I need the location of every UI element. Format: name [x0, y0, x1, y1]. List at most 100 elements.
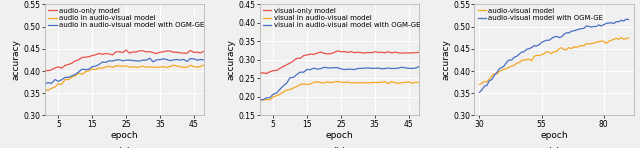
X-axis label: epoch: epoch	[540, 131, 568, 140]
audio in audio-visual model with OGM-GE	[163, 59, 170, 60]
audio in audio-visual model with OGM-GE	[119, 60, 127, 62]
audio in audio-visual model with OGM-GE	[149, 61, 157, 63]
audio-visual model	[476, 84, 483, 85]
visual in audio-visual model	[385, 83, 392, 84]
visual-only model	[276, 67, 284, 69]
visual in audio-visual model with OGM-GE	[307, 69, 314, 71]
visual in audio-visual model with OGM-GE	[371, 67, 379, 69]
visual in audio-visual model with OGM-GE	[300, 71, 307, 73]
audio-only model	[112, 51, 120, 53]
audio-only model	[136, 50, 143, 52]
visual in audio-visual model with OGM-GE	[361, 67, 369, 69]
visual in audio-visual model	[364, 82, 372, 83]
visual in audio-visual model	[378, 81, 385, 83]
audio in audio-visual model with OGM-GE	[196, 59, 204, 60]
visual in audio-visual model with OGM-GE	[296, 71, 304, 73]
visual in audio-visual model with OGM-GE	[348, 68, 355, 70]
audio in audio-visual model	[190, 66, 198, 67]
audio-visual model with OGM-GE	[622, 18, 630, 20]
audio in audio-visual model with OGM-GE	[186, 58, 194, 59]
visual in audio-visual model	[310, 82, 317, 83]
audio-visual model with OGM-GE	[625, 19, 632, 21]
visual in audio-visual model with OGM-GE	[320, 66, 328, 68]
audio-visual model	[555, 48, 563, 50]
audio in audio-visual model with OGM-GE	[180, 58, 188, 60]
visual in audio-visual model	[401, 82, 409, 83]
Legend: audio-visual model, audio-visual model with OGM-GE: audio-visual model, audio-visual model w…	[477, 7, 605, 22]
audio-visual model	[511, 65, 518, 66]
audio in audio-visual model with OGM-GE	[193, 59, 201, 61]
visual in audio-visual model with OGM-GE	[340, 69, 348, 70]
audio-visual model with OGM-GE	[528, 46, 536, 48]
visual in audio-visual model with OGM-GE	[391, 68, 399, 69]
visual-only model	[401, 52, 409, 54]
audio in audio-visual model with OGM-GE	[51, 79, 59, 80]
visual-only model	[283, 64, 291, 66]
audio in audio-visual model with OGM-GE	[99, 61, 106, 63]
visual in audio-visual model	[388, 81, 396, 83]
visual-only model	[374, 52, 382, 53]
audio in audio-visual model with OGM-GE	[54, 81, 62, 82]
audio in audio-visual model	[106, 65, 113, 67]
audio-visual model	[605, 40, 612, 42]
Text: (a): (a)	[118, 147, 131, 148]
audio-only model	[132, 51, 140, 53]
audio-only model	[156, 51, 164, 53]
audio in audio-visual model	[54, 83, 62, 85]
visual in audio-visual model	[404, 81, 412, 83]
Y-axis label: accuracy: accuracy	[12, 40, 21, 80]
visual-only model	[357, 52, 365, 54]
visual-only model	[337, 51, 345, 53]
visual in audio-visual model	[371, 82, 379, 83]
visual in audio-visual model	[408, 82, 416, 84]
audio in audio-visual model	[88, 68, 96, 70]
audio-only model	[166, 50, 174, 52]
audio in audio-visual model	[193, 66, 201, 68]
audio in audio-visual model with OGM-GE	[166, 60, 174, 62]
visual in audio-visual model	[330, 81, 338, 83]
audio-only model	[54, 66, 62, 68]
audio in audio-visual model with OGM-GE	[122, 59, 130, 61]
Text: (c): (c)	[548, 147, 561, 148]
visual-only model	[317, 51, 324, 53]
audio-only model	[95, 53, 103, 54]
visual-only model	[340, 50, 348, 52]
audio in audio-visual model	[163, 67, 170, 68]
visual in audio-visual model	[348, 82, 355, 84]
visual-only model	[408, 52, 416, 54]
visual-only model	[367, 52, 375, 54]
audio in audio-visual model with OGM-GE	[92, 65, 99, 67]
visual in audio-visual model with OGM-GE	[367, 67, 375, 69]
audio in audio-visual model with OGM-GE	[136, 60, 143, 62]
audio-only model	[190, 52, 198, 53]
audio in audio-visual model	[125, 66, 133, 68]
visual in audio-visual model with OGM-GE	[404, 67, 412, 69]
visual in audio-visual model	[303, 84, 311, 85]
audio in audio-visual model with OGM-GE	[153, 59, 161, 61]
audio in audio-visual model	[159, 66, 167, 67]
visual in audio-visual model	[276, 93, 284, 95]
audio-only model	[81, 56, 89, 58]
visual in audio-visual model	[357, 82, 365, 83]
visual in audio-visual model with OGM-GE	[401, 67, 409, 69]
audio in audio-visual model	[149, 66, 157, 68]
audio in audio-visual model with OGM-GE	[156, 59, 164, 61]
visual-only model	[348, 51, 355, 53]
audio in audio-visual model with OGM-GE	[112, 59, 120, 61]
visual in audio-visual model with OGM-GE	[273, 92, 280, 94]
visual in audio-visual model with OGM-GE	[374, 67, 382, 69]
audio-only model	[99, 53, 106, 55]
audio-only model	[68, 62, 76, 64]
audio in audio-visual model with OGM-GE	[159, 58, 167, 60]
audio-only model	[159, 51, 167, 53]
visual-only model	[286, 62, 294, 64]
visual in audio-visual model with OGM-GE	[388, 68, 396, 69]
audio-only model	[196, 52, 204, 54]
visual in audio-visual model with OGM-GE	[266, 97, 274, 99]
audio in audio-visual model	[44, 89, 52, 91]
audio-visual model	[565, 47, 573, 48]
audio in audio-visual model	[48, 87, 56, 89]
audio in audio-visual model	[95, 67, 103, 69]
audio-only model	[173, 51, 180, 53]
visual in audio-visual model	[367, 82, 375, 84]
